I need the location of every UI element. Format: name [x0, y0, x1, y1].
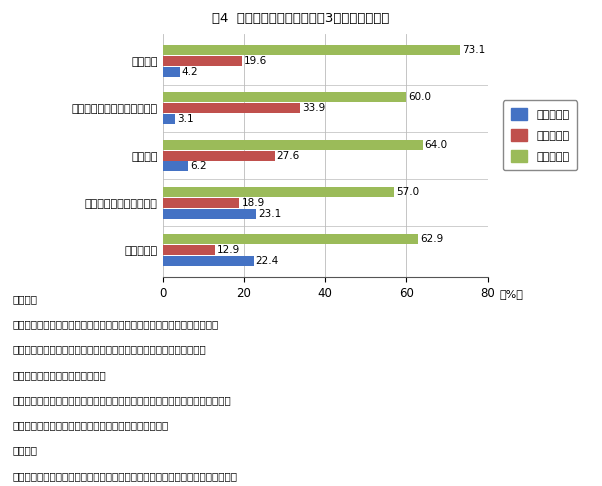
Bar — [163, 151, 275, 160]
Bar — [163, 56, 242, 66]
Bar — [163, 103, 300, 113]
Bar — [163, 198, 240, 208]
Text: 【新居浜・西条・四国中央圏域】：新居浜市、西条市、四国中央市: 【新居浜・西条・四国中央圏域】：新居浜市、西条市、四国中央市 — [12, 345, 206, 355]
Text: 【八幡浜・大洲・西予圏域】：八幡浜市、大洲市、西予市、内子町、伊方町: 【八幡浜・大洲・西予圏域】：八幡浜市、大洲市、西予市、内子町、伊方町 — [12, 395, 231, 405]
Text: 64.0: 64.0 — [424, 139, 448, 150]
Text: 57.0: 57.0 — [396, 187, 420, 197]
Text: 73.1: 73.1 — [462, 45, 485, 55]
Text: 【松山圏域】：松山市、伊予市、東温市、久万高原町、松前町、砥部町: 【松山圏域】：松山市、伊予市、東温市、久万高原町、松前町、砥部町 — [12, 319, 219, 330]
Text: 6.2: 6.2 — [190, 161, 206, 172]
Bar — [163, 45, 459, 55]
Text: （注１）: （注１） — [12, 294, 37, 304]
Text: 23.1: 23.1 — [258, 208, 282, 219]
Text: 【宇和島圏域】：宇和島市、松野町、鬼北町、愛南町: 【宇和島圏域】：宇和島市、松野町、鬼北町、愛南町 — [12, 420, 169, 431]
Text: 4.2: 4.2 — [182, 67, 198, 77]
Bar — [163, 245, 215, 255]
Bar — [163, 67, 179, 77]
Text: 3.1: 3.1 — [177, 114, 194, 124]
Text: 62.9: 62.9 — [420, 234, 444, 244]
Legend: 第１次産業, 第２次産業, 第３次産業: 第１次産業, 第２次産業, 第３次産業 — [503, 100, 577, 170]
Bar — [163, 114, 175, 124]
Text: 図4  県内経済圏域別、産業（3部門）別構成比: 図4 県内経済圏域別、産業（3部門）別構成比 — [213, 12, 389, 25]
Bar — [163, 208, 256, 219]
Text: 【今治圏域】：今治市、上島町: 【今治圏域】：今治市、上島町 — [12, 370, 106, 380]
Text: （%）: （%） — [500, 289, 524, 299]
Bar — [163, 92, 406, 103]
Bar — [163, 161, 188, 172]
Text: 60.0: 60.0 — [408, 92, 432, 103]
Bar — [163, 139, 423, 150]
Text: 33.9: 33.9 — [302, 103, 326, 113]
Text: 18.9: 18.9 — [241, 198, 265, 208]
Text: （注２）: （注２） — [12, 446, 37, 456]
Text: 22.4: 22.4 — [256, 256, 279, 266]
Text: 分類不能の産業を含む有業者総数に対する、産業別の構成比を表しています。: 分類不能の産業を含む有業者総数に対する、産業別の構成比を表しています。 — [12, 471, 237, 481]
Text: 27.6: 27.6 — [277, 151, 300, 160]
Bar — [163, 234, 418, 244]
Bar — [163, 256, 253, 266]
Text: 19.6: 19.6 — [244, 56, 267, 66]
Bar — [163, 187, 394, 197]
Text: 12.9: 12.9 — [217, 245, 240, 255]
